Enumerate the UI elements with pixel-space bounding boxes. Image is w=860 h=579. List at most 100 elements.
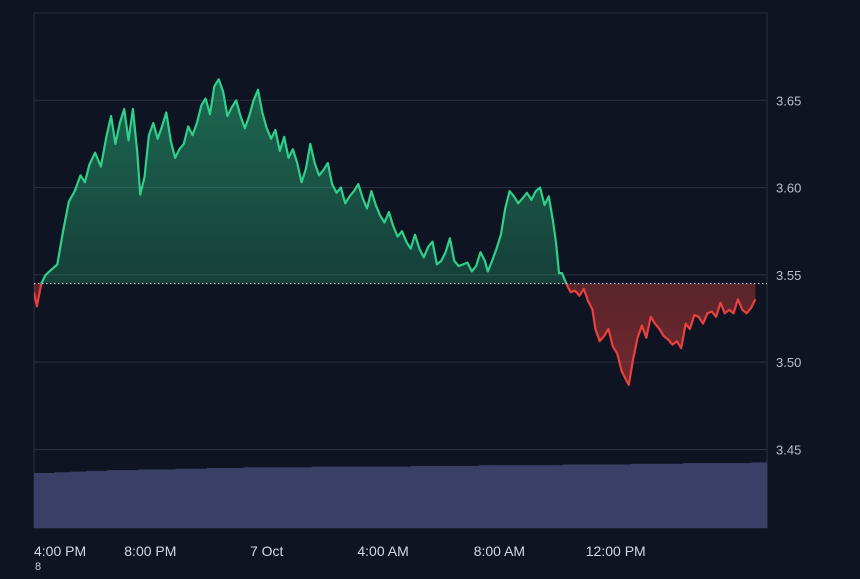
volume-bar [65, 472, 71, 528]
volume-bar [437, 465, 443, 528]
volume-bar [400, 466, 407, 528]
volume-bar [201, 468, 208, 528]
volume-bar [81, 471, 87, 528]
volume-bar [75, 471, 82, 528]
volume-bar [301, 467, 307, 528]
y-axis: 3.45 3.50 3.55 3.60 3.65 [776, 93, 801, 457]
volume-bar [594, 464, 600, 528]
volume-bar [280, 467, 286, 528]
volume-bar [636, 463, 642, 528]
volume-bar [536, 465, 543, 528]
price-line-down [34, 283, 757, 386]
volume-bar [651, 463, 658, 528]
x-axis: 4:00 PM 8:00 PM 7 Oct 4:00 AM 8:00 AM 12:00 P… [34, 543, 646, 559]
volume-bar [573, 464, 579, 528]
volume-bar [667, 463, 674, 528]
volume-bar [290, 467, 297, 528]
volume-bar [484, 465, 490, 528]
volume-bar [316, 466, 323, 528]
price-area [34, 79, 756, 385]
volume-bar [405, 466, 412, 528]
volume-bar [274, 467, 281, 528]
volume-bar [604, 464, 611, 528]
volume-bar [332, 466, 338, 528]
volume-bar [547, 465, 553, 528]
volume-bar [740, 463, 747, 528]
volume-bar [185, 468, 192, 528]
x-tick-label: 4:00 AM [357, 543, 408, 559]
volume-bar [531, 465, 537, 528]
volume-bar [112, 470, 119, 528]
volume-bar [311, 466, 318, 528]
volume-bar [751, 462, 757, 528]
x-tick-label: 4:00 PM [34, 543, 86, 559]
volume-bar [541, 465, 548, 528]
volume-bar [410, 465, 417, 528]
volume-bar [677, 463, 684, 528]
volume-bar [615, 464, 621, 528]
volume-bar [630, 463, 637, 528]
volume-bar [756, 462, 763, 528]
volume-bar [458, 465, 464, 528]
volume-bar [625, 464, 632, 528]
volume-bar [473, 465, 480, 528]
volume-bar [175, 468, 181, 528]
volume-bar [353, 466, 359, 528]
volume-bar [447, 465, 454, 528]
volume-bar [426, 465, 433, 528]
volume-bar [243, 467, 249, 528]
volume-bar [688, 463, 694, 528]
x-tick-label: 8:00 AM [474, 543, 525, 559]
volume-bar [662, 463, 668, 528]
volume-bar [510, 465, 516, 528]
volume-bar [369, 466, 375, 528]
volume-bar [285, 467, 291, 528]
volume-bar [641, 463, 647, 528]
volume-bar [180, 468, 187, 528]
volume-bar [49, 472, 56, 528]
volume-bar [86, 470, 92, 528]
volume-bar [212, 468, 218, 528]
volume-bar [714, 463, 721, 528]
volume-bar [123, 470, 129, 528]
volume-bar [128, 470, 134, 528]
volume-bar [170, 469, 176, 528]
volume-bar [253, 467, 260, 528]
volume-bar [154, 469, 160, 528]
volume-bar [384, 466, 391, 528]
volume-bar [232, 468, 239, 528]
volume-bar [306, 467, 312, 528]
volume-bar [138, 469, 145, 528]
volume-bar [60, 472, 66, 528]
price-line [34, 78, 757, 386]
volume-bar [646, 463, 653, 528]
volume-bar [321, 466, 328, 528]
volume-bar [693, 463, 700, 528]
volume-bar [342, 466, 349, 528]
volume-bar [295, 467, 302, 528]
volume-bar [348, 466, 354, 528]
volume-bar [442, 465, 448, 528]
volume-bar [761, 462, 768, 528]
volume-bar [704, 463, 710, 528]
volume-bar [337, 466, 344, 528]
volume-bar [709, 463, 715, 528]
volume-bar [91, 470, 98, 528]
volume-bar [269, 467, 276, 528]
volume-bar [54, 472, 61, 528]
volume-bar [222, 468, 229, 528]
volume-bar [479, 465, 485, 528]
volume-bar [609, 464, 616, 528]
volume-bar [468, 465, 475, 528]
volume-bar [327, 466, 333, 528]
volume-bar [730, 463, 736, 528]
volume-bar [227, 468, 234, 528]
area-above-baseline [41, 79, 567, 284]
volume-bar [379, 466, 386, 528]
volume-bar [588, 464, 595, 528]
volume-bar [698, 463, 705, 528]
area-below-baseline [34, 283, 756, 385]
y-tick-label: 3.60 [776, 181, 801, 196]
volume-bar [526, 465, 532, 528]
